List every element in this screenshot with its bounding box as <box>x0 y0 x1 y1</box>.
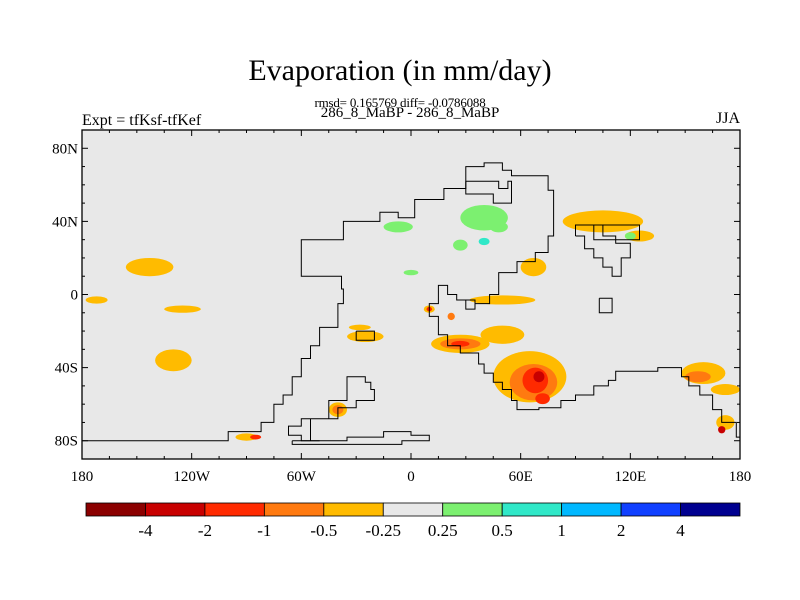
colorbar-label: 2 <box>617 521 626 540</box>
y-tick-label: 40S <box>55 361 78 377</box>
anomaly-patch <box>453 239 468 251</box>
anomaly-patch <box>348 324 371 331</box>
colorbar-swatch <box>323 502 384 517</box>
colorbar-swatch <box>561 502 622 517</box>
x-tick-label: 180 <box>71 469 94 485</box>
anomaly-patch <box>685 371 711 383</box>
anomaly-patch <box>478 237 490 246</box>
anomaly-patch <box>480 325 525 344</box>
colorbar-swatch <box>382 502 444 517</box>
colorbar-label: -0.25 <box>366 521 401 540</box>
x-tick-label: 180 <box>729 469 752 485</box>
season-label: JJA <box>715 110 740 127</box>
coastline <box>288 376 375 442</box>
y-tick-label: 40N <box>52 214 78 230</box>
anomaly-patch <box>718 426 726 434</box>
anomaly-patch <box>520 257 547 277</box>
colorbar-label: 4 <box>676 521 685 540</box>
anomaly-patch <box>155 349 192 372</box>
colorbar-swatch <box>442 502 503 517</box>
plot-background <box>82 130 740 459</box>
coastline <box>575 224 631 277</box>
colorbar-swatch <box>620 502 681 517</box>
x-tick-label: 120E <box>614 469 646 485</box>
anomaly-patch <box>447 312 455 321</box>
anomaly-patch <box>489 221 508 233</box>
colorbar-swatch <box>145 502 206 517</box>
x-tick-label: 60W <box>287 469 317 485</box>
anomaly-patch <box>469 295 536 305</box>
stats-text: rmsd= 0.165769 diff= -0.0786088 <box>314 95 486 110</box>
y-tick-label: 0 <box>71 288 79 304</box>
coastline <box>593 224 640 241</box>
anomaly-patch <box>250 434 262 440</box>
coastline <box>355 330 375 341</box>
chart-subtitle: 286_8_MaBP - 286_8_MaBP <box>320 105 500 121</box>
coastline <box>465 299 476 310</box>
coastline <box>291 431 430 445</box>
x-tick-label: 120W <box>173 469 211 485</box>
coastline <box>465 180 512 204</box>
x-tick-label: 0 <box>407 469 415 485</box>
anomaly-patch <box>535 393 550 405</box>
coastline <box>82 162 740 442</box>
y-tick-label: 80N <box>52 141 78 157</box>
colorbar-swatch <box>501 502 563 517</box>
anomaly-patch <box>383 221 413 233</box>
anomaly-patch <box>403 269 419 276</box>
chart-title: Evaporation (in mm/day) <box>248 54 552 87</box>
colorbar-label: -0.5 <box>310 521 337 540</box>
colorbar-swatch <box>263 502 325 517</box>
colorbar-label: -4 <box>138 521 153 540</box>
anomaly-patch <box>710 384 740 396</box>
experiment-label: Expt = tfKsf-tfKef <box>82 112 202 129</box>
colorbar-label: 0.5 <box>492 521 513 540</box>
colorbar-label: -2 <box>198 521 212 540</box>
anomaly-patch <box>533 371 545 383</box>
anomaly-patch <box>562 210 644 233</box>
colorbar-swatch <box>204 502 265 517</box>
colorbar-swatch <box>85 502 146 517</box>
y-tick-label: 80S <box>55 434 78 450</box>
colorbar-label: -1 <box>257 521 271 540</box>
anomaly-patch <box>624 232 636 240</box>
x-tick-label: 60E <box>509 469 533 485</box>
anomaly-patch <box>125 257 174 277</box>
colorbar-swatch <box>680 502 741 517</box>
anomaly-patch <box>85 296 108 304</box>
colorbar-label: 0.25 <box>428 521 458 540</box>
colorbar-label: 1 <box>557 521 566 540</box>
anomaly-patch <box>235 433 258 441</box>
anomaly-patch <box>164 305 201 313</box>
coastline <box>598 297 613 314</box>
